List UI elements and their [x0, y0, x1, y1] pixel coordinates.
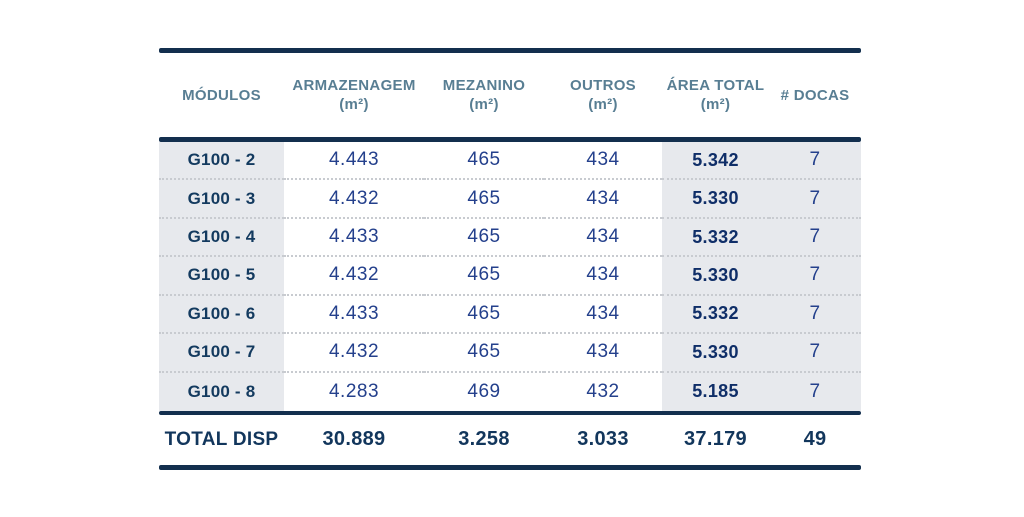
cell-mezanino: 465: [424, 334, 544, 373]
total-outros: 3.033: [577, 428, 629, 451]
cell-module: G100 - 3: [159, 180, 284, 219]
cell-docas: 7: [769, 257, 861, 296]
total-docas: 49: [803, 428, 827, 451]
column-header-unit: (m²): [588, 96, 618, 113]
cell-area-total: 5.332: [662, 295, 769, 335]
cell-docas: 7: [769, 180, 861, 219]
bottom-rule: [159, 464, 861, 470]
column-header-label: MÓDULOS: [182, 86, 261, 104]
column-header-mezanino: MEZANINO (m²): [424, 53, 544, 137]
cell-outros: 434: [544, 334, 662, 373]
column-header-label: MEZANINO: [442, 77, 526, 94]
column-header-area-total: ÁREA TOTAL (m²): [662, 53, 769, 137]
total-row: TOTAL DISP 30.889 3.258 3.033 37.179 49: [159, 415, 861, 465]
table-row: G100 - 8 4.283 469 432 5.185 7: [159, 372, 861, 411]
warehouse-table-card: MÓDULOS ARMAZENAGEM (m²) MEZANINO (m²) O…: [150, 33, 870, 478]
cell-docas: 7: [769, 334, 861, 373]
cell-mezanino: 465: [424, 257, 544, 296]
cell-armazenagem: 4.443: [284, 142, 424, 181]
cell-outros: 432: [586, 380, 620, 402]
cell-area-total: 5.330: [662, 180, 769, 219]
cell-outros: 434: [544, 219, 662, 258]
cell-armazenagem: 4.432: [284, 180, 424, 219]
cell-armazenagem: 4.283: [328, 380, 380, 402]
cell-module: G100 - 6: [159, 295, 284, 335]
cell-outros: 434: [544, 296, 662, 335]
table-body: G100 - 2 4.443 465 434 5.342 7 G100 - 3 …: [159, 142, 861, 411]
cell-area-total: 5.185: [662, 372, 769, 411]
cell-armazenagem: 4.433: [284, 219, 424, 258]
cell-mezanino: 465: [424, 219, 544, 258]
cell-armazenagem: 4.432: [284, 257, 424, 296]
cell-module: G100 - 8: [159, 372, 284, 411]
cell-mezanino: 465: [424, 180, 544, 219]
cell-outros: 434: [544, 180, 662, 219]
header-separator-rule: [159, 137, 861, 142]
cell-outros: 434: [544, 257, 662, 296]
cell-module: G100 - 7: [159, 334, 284, 373]
table-row: G100 - 6 4.433 465 434 5.332 7: [159, 295, 861, 335]
table-row: G100 - 2 4.443 465 434 5.342 7: [159, 142, 861, 181]
table-row: G100 - 4 4.433 465 434 5.332 7: [159, 218, 861, 258]
cell-docas: 7: [769, 218, 861, 258]
column-header-armazenagem: ARMAZENAGEM (m²): [284, 53, 424, 137]
cell-outros: 434: [544, 142, 662, 181]
header-row: MÓDULOS ARMAZENAGEM (m²) MEZANINO (m²) O…: [159, 53, 861, 137]
cell-area-total: 5.342: [662, 142, 769, 181]
column-header-docas: # DOCAS: [769, 53, 861, 137]
cell-area-total: 5.330: [662, 334, 769, 373]
modules-table: MÓDULOS ARMAZENAGEM (m²) MEZANINO (m²) O…: [159, 48, 861, 470]
column-header-label: # DOCAS: [780, 86, 850, 104]
top-rule: [159, 48, 861, 53]
cell-mezanino: 465: [424, 296, 544, 335]
cell-module: G100 - 4: [159, 218, 284, 258]
column-header-outros: OUTROS (m²): [544, 53, 662, 137]
column-header-unit: (m²): [339, 96, 369, 113]
table-row: G100 - 7 4.432 465 434 5.330 7: [159, 334, 861, 373]
body-footer-separator-rule: [159, 410, 861, 415]
cell-armazenagem: 4.432: [284, 334, 424, 373]
column-header-unit: (m²): [700, 96, 731, 113]
total-area-total: 37.179: [684, 428, 747, 451]
cell-docas: 7: [769, 142, 861, 181]
column-header-label: ÁREA TOTAL: [666, 77, 765, 94]
cell-module: G100 - 5: [159, 257, 284, 296]
total-mezanino: 3.258: [458, 428, 510, 451]
cell-docas: 7: [769, 372, 861, 411]
total-armazenagem: 30.889: [322, 428, 386, 451]
column-header-label: ARMAZENAGEM: [292, 77, 416, 94]
total-label: TOTAL DISP: [164, 428, 279, 450]
column-header-label: OUTROS: [570, 77, 636, 94]
cell-area-total: 5.332: [662, 218, 769, 258]
table-row: G100 - 5 4.432 465 434 5.330 7: [159, 257, 861, 296]
column-header-unit: (m²): [469, 96, 499, 113]
cell-area-total: 5.330: [662, 257, 769, 296]
column-header-modulos: MÓDULOS: [159, 53, 284, 137]
table-row: G100 - 3 4.432 465 434 5.330 7: [159, 180, 861, 219]
cell-mezanino: 469: [467, 380, 501, 402]
cell-mezanino: 465: [424, 142, 544, 181]
cell-docas: 7: [769, 295, 861, 335]
cell-module: G100 - 2: [159, 142, 284, 181]
cell-armazenagem: 4.433: [284, 296, 424, 335]
